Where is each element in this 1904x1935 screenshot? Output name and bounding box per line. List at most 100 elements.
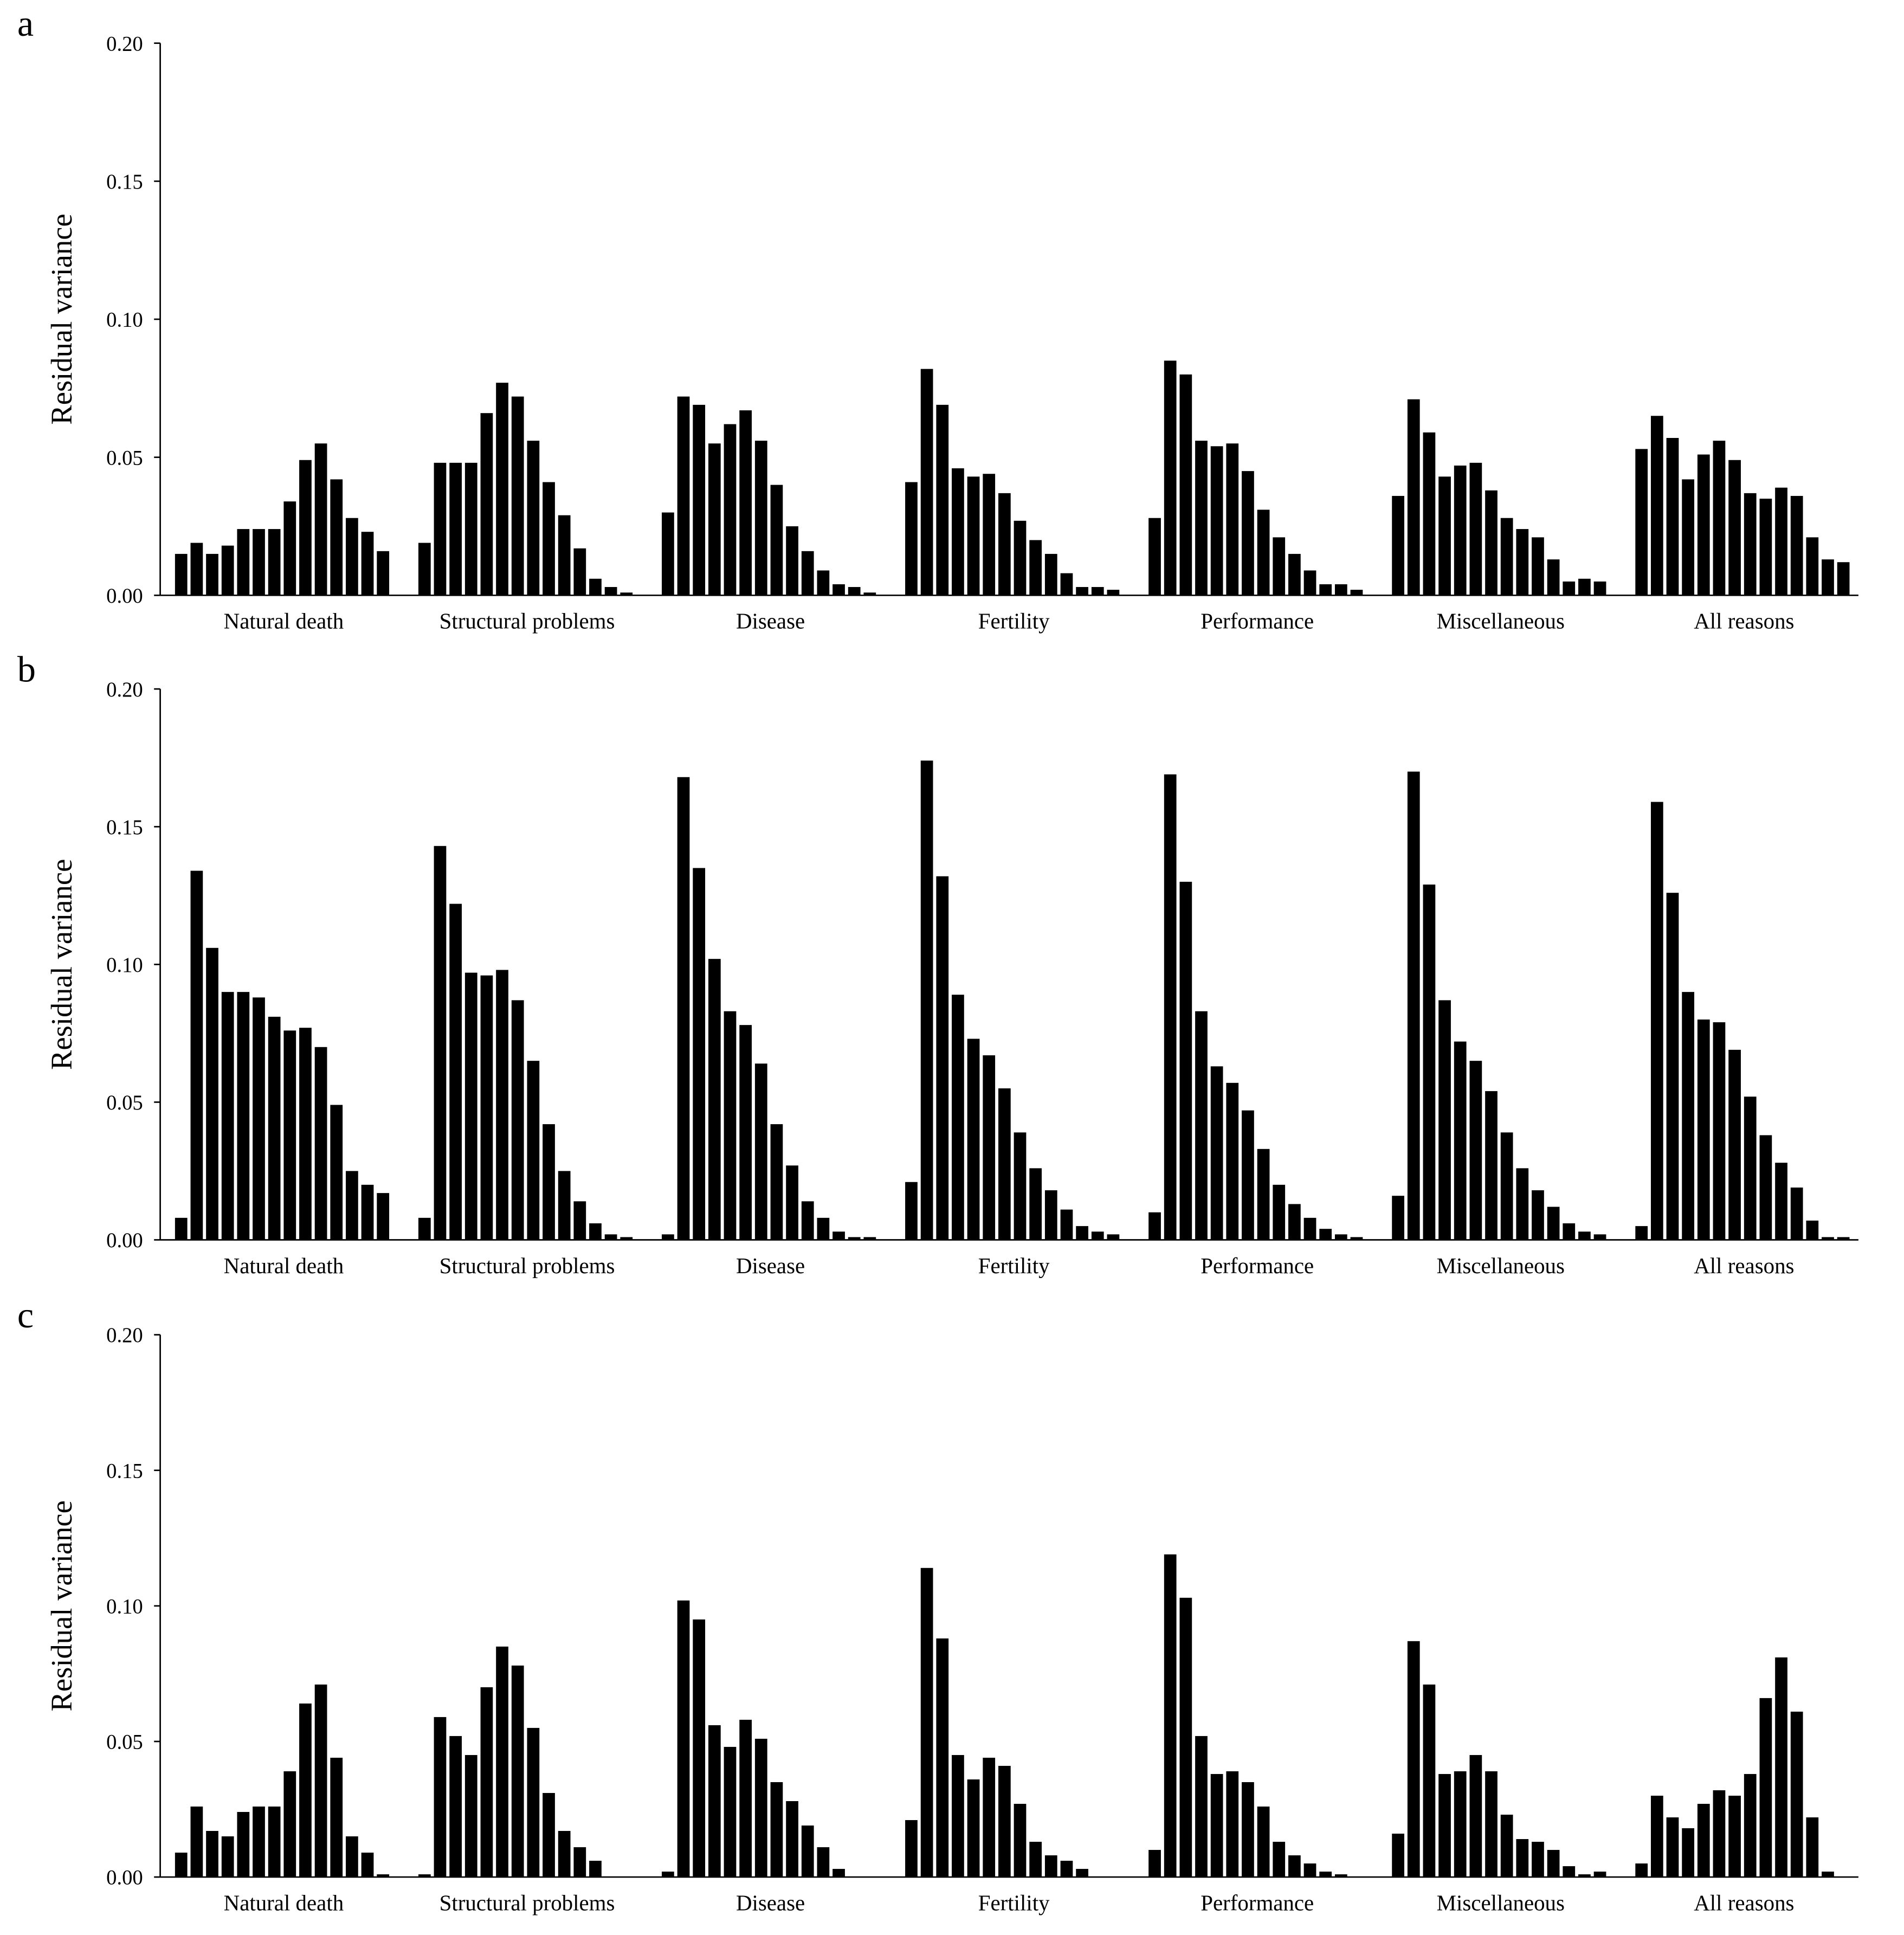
- bar: [1469, 1755, 1482, 1878]
- bar: [1454, 1771, 1467, 1878]
- bar: [1469, 1061, 1482, 1240]
- bar: [724, 1011, 737, 1240]
- bar: [268, 529, 281, 596]
- bar: [801, 1201, 814, 1240]
- bar: [1666, 1817, 1679, 1878]
- bar: [1485, 1771, 1498, 1878]
- bar: [206, 553, 218, 596]
- bar: [1485, 490, 1498, 596]
- bar: [464, 462, 477, 596]
- bar: [1288, 1204, 1301, 1240]
- bar: [1014, 520, 1027, 596]
- bar: [1713, 1790, 1726, 1878]
- bar: [418, 543, 431, 596]
- bar: [1303, 570, 1316, 596]
- bar: [573, 1847, 586, 1878]
- bar: [1806, 1817, 1819, 1878]
- bar: [967, 476, 980, 596]
- bar: [237, 1811, 250, 1878]
- bar: [604, 587, 617, 596]
- bar: [848, 1237, 861, 1240]
- bar: [998, 1765, 1011, 1878]
- bar: [190, 1806, 203, 1878]
- bar: [377, 551, 390, 596]
- bar: [1273, 1184, 1286, 1240]
- bar: [1593, 1234, 1606, 1240]
- bar: [496, 970, 508, 1240]
- bar: [1593, 1872, 1606, 1878]
- bar: [1091, 587, 1104, 596]
- bar: [1242, 471, 1254, 596]
- bar: [253, 997, 265, 1240]
- bar: [1303, 1217, 1316, 1240]
- bar: [558, 515, 571, 596]
- bar: [1029, 540, 1042, 596]
- bar: [983, 1055, 996, 1240]
- bar: [573, 548, 586, 596]
- bar: [1454, 465, 1467, 596]
- bar: [1334, 1234, 1347, 1240]
- bar: [1532, 537, 1544, 596]
- bar: [1593, 581, 1606, 596]
- bar: [527, 1727, 540, 1878]
- bar: [1257, 509, 1270, 596]
- bar: [589, 1861, 602, 1878]
- bar: [1226, 1771, 1239, 1878]
- bar: [620, 592, 633, 596]
- bar: [1438, 476, 1451, 596]
- bar: [480, 1687, 493, 1878]
- group-label: Performance: [1201, 1891, 1314, 1915]
- bar: [346, 518, 358, 596]
- bar: [998, 493, 1011, 596]
- bar: [299, 1703, 312, 1878]
- group-label: Natural death: [224, 1891, 344, 1915]
- bar: [1713, 1022, 1726, 1240]
- bar: [190, 870, 203, 1240]
- bar: [314, 1047, 327, 1240]
- bar: [1822, 1237, 1834, 1240]
- group-label: Disease: [736, 609, 805, 634]
- bar: [1438, 1000, 1451, 1240]
- bar: [920, 760, 933, 1240]
- bar: [1423, 884, 1436, 1240]
- y-tick-label: 0.20: [106, 679, 143, 701]
- bar: [346, 1171, 358, 1240]
- bar: [1210, 1066, 1223, 1240]
- bar: [677, 1600, 690, 1878]
- y-tick-label: 0.05: [106, 1731, 143, 1754]
- bar: [677, 396, 690, 596]
- group-label: Performance: [1201, 609, 1314, 634]
- bar: [1635, 1226, 1648, 1240]
- bar: [998, 1088, 1011, 1240]
- bar: [377, 1193, 390, 1240]
- y-tick-label: 0.15: [106, 171, 143, 194]
- bar: [573, 1201, 586, 1240]
- bar: [418, 1217, 431, 1240]
- bar: [1744, 1096, 1757, 1240]
- group-label: Natural death: [224, 609, 344, 634]
- bar: [1242, 1110, 1254, 1240]
- bar: [1697, 454, 1710, 596]
- bar: [983, 474, 996, 596]
- bar: [1790, 1187, 1803, 1240]
- bar: [920, 369, 933, 596]
- bar: [283, 501, 296, 596]
- bar: [361, 532, 374, 596]
- bar: [1195, 1736, 1208, 1878]
- bar: [1350, 1237, 1363, 1240]
- bar: [314, 443, 327, 596]
- bar: [449, 904, 462, 1240]
- bar: [708, 443, 721, 596]
- group-label: Miscellaneous: [1437, 1254, 1565, 1278]
- group-label: Disease: [736, 1254, 805, 1278]
- bar: [1438, 1773, 1451, 1878]
- bar: [1682, 992, 1695, 1240]
- bar: [1319, 1229, 1332, 1240]
- bar: [1392, 1196, 1404, 1240]
- bar: [1407, 399, 1420, 596]
- bar: [1091, 1231, 1104, 1240]
- group-label: All reasons: [1694, 609, 1794, 634]
- bar: [920, 1568, 933, 1878]
- bar: [801, 1826, 814, 1878]
- bar: [1148, 518, 1161, 596]
